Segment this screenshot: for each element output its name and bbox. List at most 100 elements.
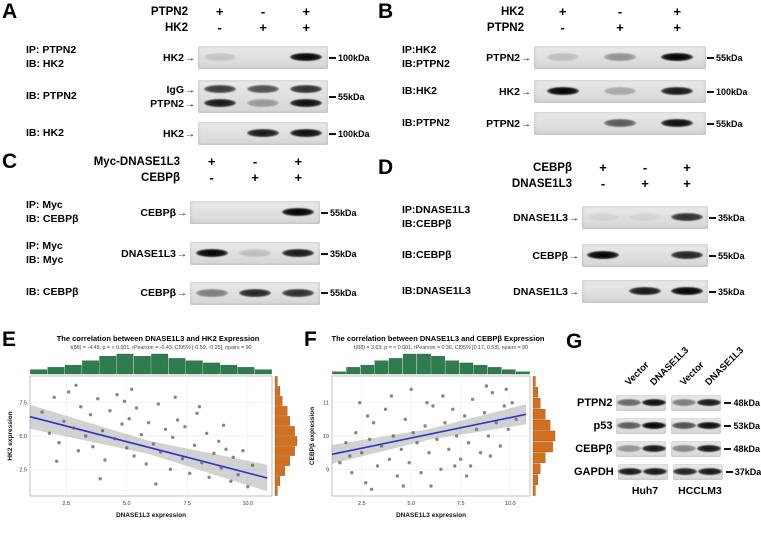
molecular-weight-marker: 55kDa	[321, 208, 357, 218]
antibody-line: IB:PTPN2	[402, 116, 450, 129]
protein-band	[282, 208, 315, 217]
data-point	[250, 463, 255, 467]
y-marginal-hist-bar	[532, 485, 536, 496]
factor-name: PTPN2	[486, 21, 524, 34]
y-tick-label: 7.5	[19, 401, 27, 407]
protein-label: CEBPβ	[575, 443, 613, 455]
lane-condition-row: HK2 + - +	[402, 4, 759, 19]
regression-line	[331, 413, 527, 456]
band-protein-name: DNASE1L3	[513, 211, 568, 224]
band-protein-name: PTPN2	[486, 117, 520, 130]
data-point	[132, 454, 136, 458]
data-point	[391, 434, 396, 438]
lane-sign: +	[251, 170, 259, 185]
lane-condition-row: PTPN2 + - +	[26, 4, 370, 19]
blot-row: CEBPβ 48kDa	[574, 441, 760, 457]
molecular-weight-marker: 35kDa	[709, 213, 745, 223]
lane-sign: +	[207, 154, 216, 169]
blot-image	[534, 46, 706, 70]
marker-tick	[724, 402, 732, 404]
arrow-right-icon: →	[569, 250, 579, 262]
protein-band	[247, 99, 279, 108]
protein-band	[698, 468, 723, 475]
blot-row: IP: Myc IB: CEBPβ CEBPβ→ 55kDa	[26, 199, 370, 226]
data-point	[115, 393, 119, 397]
panel-c-coip-myc-cebpb: C Myc-DNASE1L3 + - + CEBPβ - + + IP: Myc IB: CEBP…	[2, 150, 370, 330]
data-point	[371, 421, 376, 425]
y-tick-label: 10	[323, 434, 329, 440]
data-point	[411, 431, 415, 435]
lane-sign: +	[558, 4, 567, 19]
data-point	[407, 461, 411, 465]
x-marginal-hist-bar	[501, 369, 516, 375]
lane-sign: +	[683, 160, 691, 175]
marker-text: 100kDa	[716, 86, 748, 97]
data-point	[144, 462, 148, 466]
data-point	[510, 401, 514, 405]
protein-band	[203, 99, 236, 108]
x-marginal-hist-bar	[64, 364, 82, 375]
data-point	[129, 387, 134, 391]
arrow-right-icon: →	[569, 212, 579, 224]
arrow-right-icon: →	[521, 118, 531, 130]
western-blot-group: HK2 + - + PTPN2- + + IP:HK2 IB:PTPN2 PTPN2→ 55kDa I…	[402, 2, 759, 136]
cell-line-labels: Huh7 HCCLM3	[574, 485, 760, 501]
band-labels: PTPN2→	[466, 118, 534, 130]
marker-text: 100kDa	[338, 52, 370, 63]
band-label: CEBPβ→	[488, 250, 579, 262]
protein-band	[671, 251, 703, 260]
y-marginal-hist-bar	[532, 419, 551, 431]
protein-band	[239, 288, 271, 297]
lane-sign: -	[560, 20, 565, 35]
protein-band	[604, 53, 636, 62]
chart-title: The correlation between DNASE1L3 and HK2…	[56, 334, 260, 343]
blot-row: IB: HK2 HK2→ 100kDa	[26, 122, 370, 146]
panel-e-correlation-dnase1l3-hk2: E The correlation between DNASE1L3 and H…	[2, 328, 304, 540]
y-marginal-hist-bar	[274, 416, 290, 426]
data-point	[389, 394, 394, 398]
protein-band	[643, 468, 668, 475]
data-point	[498, 444, 502, 448]
lane-condition-row: DNASE1L3 - + +	[402, 176, 759, 191]
panel-d-coip-dnase1l3-cebpb: D CEBPβ + - + DNASE1L3- + + IP:DNASE1L3 IB:CEBPβ…	[378, 156, 759, 328]
marker-tick	[321, 211, 328, 214]
western-blot-group: CEBPβ + - + DNASE1L3- + + IP:DNASE1L3 IB:CEBPβ DN…	[402, 158, 759, 304]
data-point	[350, 471, 354, 475]
antibody-line: IB: CEBPβ	[26, 286, 79, 299]
data-point	[484, 384, 489, 388]
data-point	[236, 473, 240, 477]
band-labels: IgG→ PTPN2→	[106, 84, 198, 110]
blot-image	[198, 46, 328, 70]
data-point	[490, 391, 495, 395]
blot-row: IB: PTPN2 IgG→ PTPN2→ 55kDa	[26, 80, 370, 114]
antibody-line: IB: CEBPβ	[26, 212, 79, 225]
blot-image	[582, 280, 708, 304]
data-point	[100, 429, 105, 433]
x-marginal-hist-bar	[473, 364, 488, 375]
protein-band	[673, 468, 698, 475]
data-point	[431, 404, 435, 408]
protein-band	[290, 129, 323, 138]
marker-tick	[724, 425, 732, 427]
antibody-line: IB:HK2	[402, 84, 438, 97]
protein-band	[661, 87, 694, 96]
data-point	[125, 446, 129, 450]
antibody-line: IP: Myc	[26, 199, 63, 211]
band-label: IgG→	[106, 84, 196, 96]
data-point	[435, 437, 439, 441]
lane-sign: +	[683, 176, 691, 191]
antibody-label: IB: CEBPβ	[26, 286, 84, 300]
data-point	[455, 434, 459, 438]
arrow-right-icon: →	[569, 286, 579, 298]
chart-stats-subtitle: t(88) = 3.63, p = < 0.001, rPearson = 0.…	[354, 345, 528, 351]
western-blot-group: Vector DNASE1L3 Vector DNASE1L3 PTPN2 48kDa p5…	[574, 332, 761, 501]
marker-tick	[707, 122, 714, 125]
band-protein-name: CEBPβ	[140, 287, 176, 300]
data-point	[79, 405, 83, 409]
data-point	[171, 435, 175, 439]
scatter-plot: 2.5 5.0 7.5 10.0 2.5 5.0 7.5 DNASE1L3 expressio…	[4, 352, 304, 524]
marker-tick	[707, 90, 714, 93]
data-point	[57, 441, 61, 445]
data-point	[231, 455, 235, 459]
x-marginal-hist-bar	[417, 353, 431, 375]
